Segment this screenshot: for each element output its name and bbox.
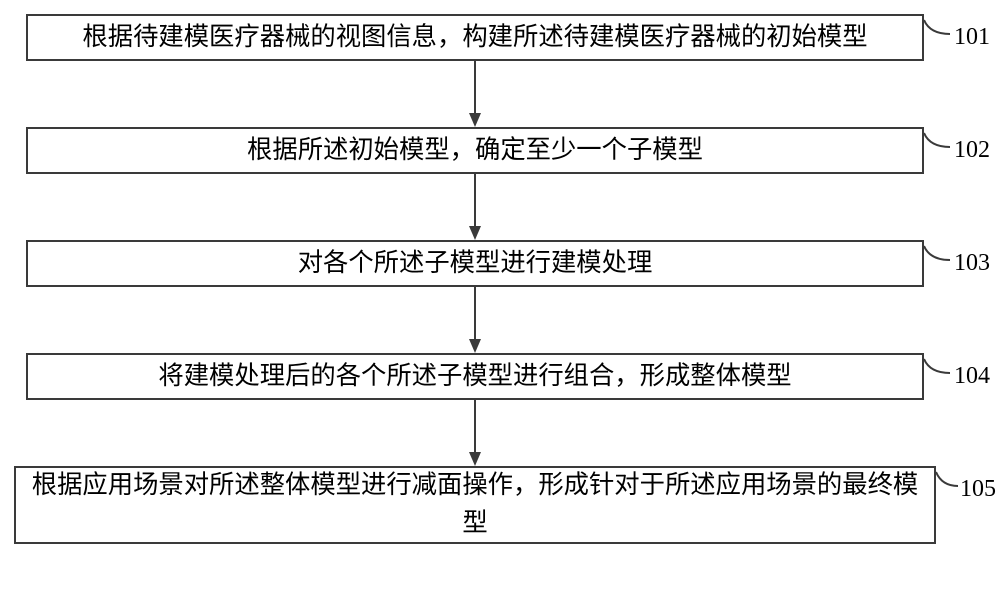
flowchart-canvas: 根据待建模医疗器械的视图信息，构建所述待建模医疗器械的初始模型 101 根据所述… — [0, 0, 1000, 596]
arrow-104-105 — [0, 0, 1000, 596]
